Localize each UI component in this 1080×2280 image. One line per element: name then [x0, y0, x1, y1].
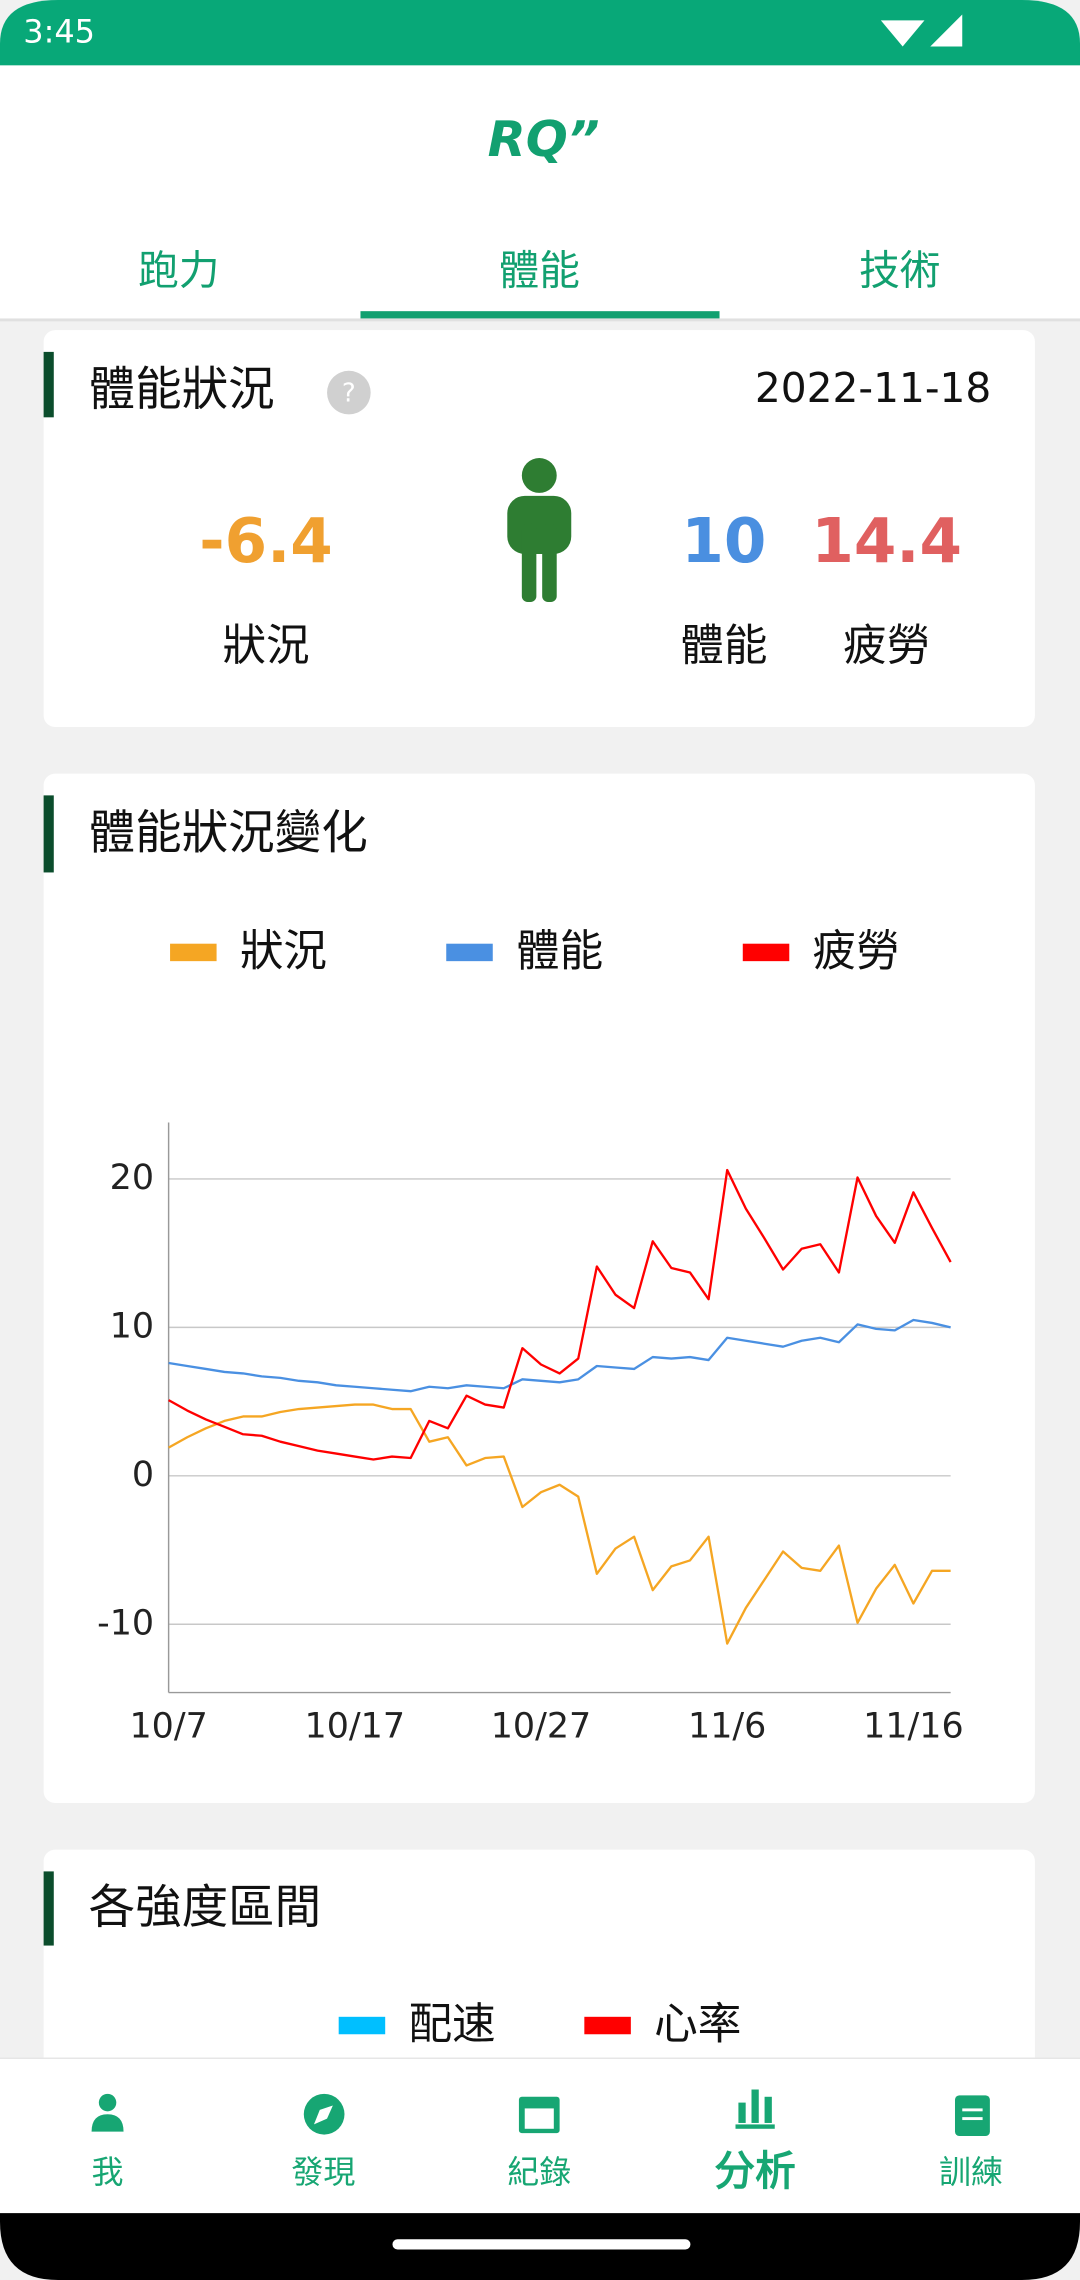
card-accent	[43, 1871, 54, 1946]
legend-label: 體能	[516, 927, 603, 977]
app-header	[0, 65, 1080, 319]
chart: 狀況 體能 疲勞 -10 0 10 20 10/7 10/17 10/27 11/6 11/16	[97, 927, 964, 1747]
x-tick-label: 11/16	[863, 1706, 963, 1746]
nav-label[interactable]: 紀錄	[507, 2153, 571, 2191]
x-tick-label: 10/7	[129, 1706, 207, 1746]
wifi-icon	[880, 20, 925, 47]
tab[interactable]: 體能	[499, 246, 580, 294]
x-tick-label: 10/17	[305, 1706, 405, 1746]
legend-label: 疲勞	[813, 927, 900, 977]
legend-swatch	[170, 943, 217, 962]
nav-label[interactable]: 訓練	[939, 2153, 1003, 2191]
tabs: 跑力 體能 技術	[138, 246, 940, 294]
nav-label[interactable]: 分析	[714, 2147, 795, 2195]
card-title: 體能狀況	[89, 362, 275, 416]
y-tick-label: 10	[110, 1306, 154, 1346]
legend-swatch	[338, 2016, 386, 2035]
help-icon[interactable]	[327, 370, 371, 415]
chart-title: 體能狀況變化	[89, 806, 368, 860]
tab-indicator	[360, 311, 720, 319]
legend: 配速 心率	[338, 2000, 741, 2050]
chart-card	[43, 773, 1035, 1804]
legend-label: 心率	[654, 2000, 741, 2050]
bottom-nav	[0, 2058, 1080, 2214]
metric-label: 體能	[680, 622, 767, 672]
tab[interactable]: 技術	[859, 246, 940, 294]
x-tick-label: 11/6	[688, 1706, 766, 1746]
person-icon	[507, 458, 572, 602]
signal-icon	[930, 14, 963, 47]
nav-divider	[0, 2057, 1080, 2059]
nav-labels: 我 發現 紀錄 分析 訓練	[92, 2147, 1003, 2195]
y-tick-label: 20	[110, 1158, 154, 1198]
nav-label[interactable]: 我	[92, 2153, 124, 2191]
legend-label: 配速	[408, 2000, 495, 2050]
metric-label: 狀況	[222, 622, 309, 672]
status-bar	[0, 0, 1080, 66]
y-tick-label: 0	[132, 1455, 154, 1495]
status-time: 3:45	[23, 12, 95, 50]
y-tick-label: -10	[97, 1603, 154, 1643]
metric-value: 14.4	[811, 506, 962, 577]
legend-swatch	[584, 2016, 631, 2035]
card-accent	[43, 351, 54, 418]
line-series	[168, 1318, 951, 1393]
nav-icons	[91, 2089, 990, 2137]
tab[interactable]: 跑力	[138, 246, 219, 294]
nav-label[interactable]: 發現	[291, 2153, 355, 2191]
home-indicator[interactable]	[392, 2239, 691, 2250]
legend-swatch	[742, 943, 790, 962]
line-series	[168, 1403, 951, 1645]
logo: RQ”	[488, 110, 600, 168]
legend-label: 狀況	[240, 927, 327, 977]
metric-value: 10	[681, 506, 766, 577]
card-accent	[43, 795, 54, 873]
header-shadow	[0, 318, 1080, 322]
card-date: 2022-11-18	[755, 364, 991, 412]
legend-swatch	[446, 943, 493, 962]
line-series	[168, 1168, 952, 1461]
metric-value: -6.4	[199, 506, 332, 577]
card-title: 各強度區間	[89, 1880, 322, 1934]
x-tick-label: 10/27	[491, 1706, 591, 1746]
metric-label: 疲勞	[843, 622, 930, 672]
help-icon-glyph: ?	[342, 379, 356, 409]
